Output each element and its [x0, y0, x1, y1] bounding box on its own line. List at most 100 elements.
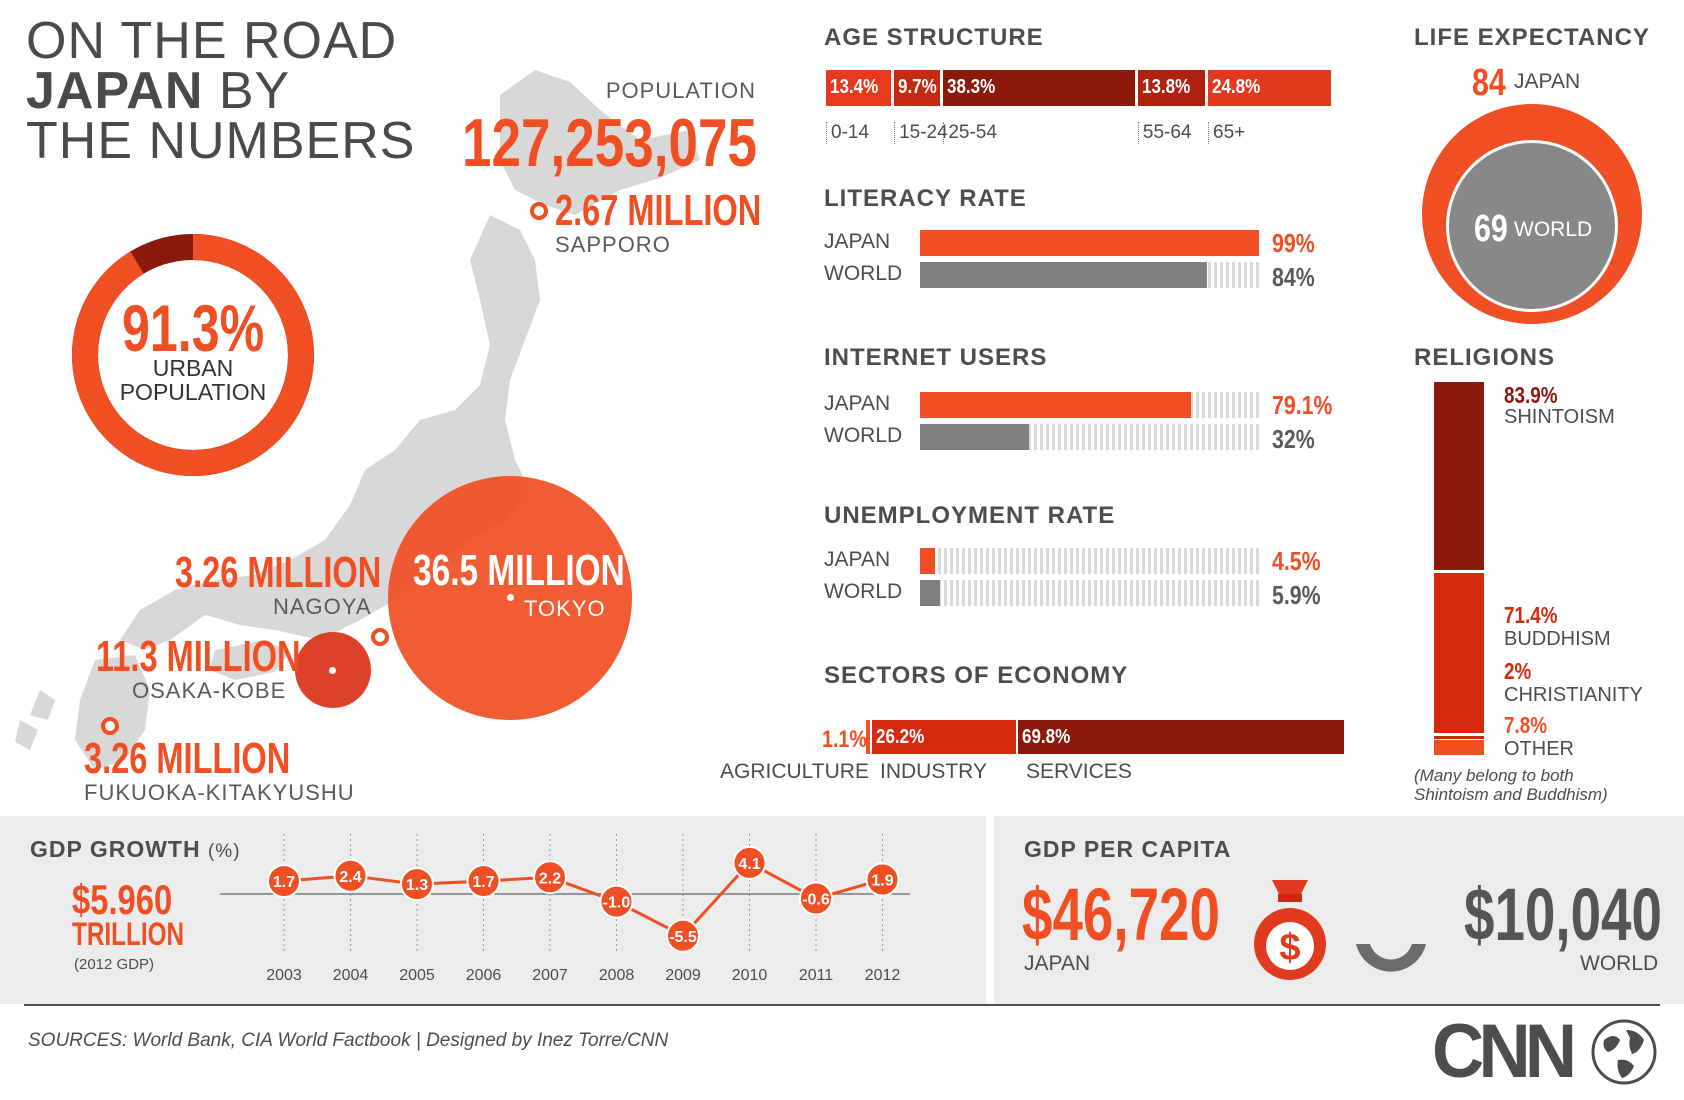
life-title: LIFE EXPECTANCY [1414, 24, 1650, 51]
gdp-point-marker [400, 867, 434, 902]
nagoya-name: NAGOYA [273, 594, 372, 619]
gdp-point: 1.3 [400, 867, 434, 902]
sapporo-marker [530, 202, 548, 220]
gdp-growth-line [283, 860, 883, 938]
title-line2: JAPAN BY [26, 65, 415, 117]
gdp-capita-title: GDP PER CAPITA [1024, 836, 1232, 862]
gdp-point-label: 1.9 [871, 873, 893, 890]
age-segment-pct: 13.4% [830, 76, 879, 98]
age-bar: 13.4% 9.7% 38.3% 13.8% 24.8% [826, 70, 1334, 106]
gdp-point-label: -0.6 [802, 892, 830, 909]
christianity-pct: 2% [1504, 658, 1532, 684]
other-pct: 7.8% [1504, 712, 1547, 738]
gdp-capita-world-label: WORLD [1580, 952, 1659, 975]
industry-pct: 26.2% [876, 726, 925, 748]
footer-sources: SOURCES: World Bank, CIA World Factbook … [28, 1030, 669, 1051]
unemployment-world-bar [920, 580, 1262, 606]
globe-icon [1591, 1019, 1657, 1085]
life-world-value: 69 [1474, 208, 1508, 250]
buddhism-name: BUDDHISM [1504, 628, 1611, 650]
age-range-label: 0-14 [826, 122, 869, 144]
literacy-title: LITERACY RATE [824, 185, 1027, 212]
other-name: OTHER [1504, 738, 1574, 760]
tokyo-name: TOKYO [524, 596, 606, 621]
fukuoka-marker [101, 717, 119, 735]
literacy-japan-bar [920, 230, 1262, 256]
gdp-year-tick: 2011 [799, 967, 834, 984]
gdp-year-tick: 2004 [333, 967, 369, 984]
cnn-logo: CNN [1432, 1009, 1577, 1094]
gdp-growth-unit: (%) [207, 841, 241, 862]
gdp-point-marker [333, 858, 368, 893]
unemployment-world-pct: 5.9% [1272, 580, 1321, 610]
sector-industry-bar: 26.2% [872, 720, 1016, 754]
gdp-point-marker [732, 845, 767, 880]
age-segment-65+: 24.8% [1208, 70, 1331, 106]
age-range-label: 55-64 [1137, 122, 1192, 144]
gdp-point-marker [533, 860, 567, 895]
gdp-point-label: 1.3 [406, 877, 428, 894]
gdp-capita-world-value: $10,040 [1464, 873, 1662, 956]
age-segment-55-64: 13.8% [1137, 70, 1205, 106]
internet-title: INTERNET USERS [824, 344, 1048, 371]
sector-agriculture-bar [866, 720, 870, 754]
urban-value: 91.3% [122, 291, 265, 365]
agriculture-name: AGRICULTURE [720, 760, 869, 783]
life-world-circle [1446, 140, 1618, 312]
gdp-year-tick: 2009 [665, 967, 701, 984]
shintoism-name: SHINTOISM [1504, 406, 1615, 428]
unemployment-japan-bar [920, 548, 1262, 574]
unemployment-japan-label: JAPAN [824, 548, 891, 571]
gdp-point-marker [799, 881, 833, 916]
industry-name: INDUSTRY [880, 760, 987, 783]
title-line3: THE NUMBERS [26, 112, 416, 170]
age-segment-pct: 13.8% [1141, 76, 1191, 98]
services-pct: 69.8% [1022, 726, 1071, 748]
fukuoka-value: 3.26 MILLION [84, 734, 291, 783]
title-japan: JAPAN [26, 62, 204, 120]
literacy-japan-label: JAPAN [824, 230, 891, 253]
gdp-point-marker [865, 862, 900, 897]
religions-note: (Many belong to both Shintoism and Buddh… [1414, 766, 1608, 804]
gdp-unit: TRILLION [72, 916, 185, 952]
gdp-point: -1.0 [599, 884, 634, 919]
life-world-label: WORLD [1514, 218, 1593, 241]
life-japan-value: 84 [1472, 62, 1506, 104]
osaka-name: OSAKA-KOBE [132, 678, 287, 703]
shintoism-pct: 83.9% [1504, 382, 1558, 408]
sector-services-bar: 69.8% [1018, 720, 1344, 754]
nagoya-value: 3.26 MILLION [175, 548, 382, 597]
gdp-value: $5.960 [72, 876, 173, 923]
age-segment-pct: 38.3% [947, 76, 996, 98]
literacy-world-fill [920, 262, 1208, 288]
footer-divider [24, 1004, 1660, 1006]
gdp-point-marker [267, 864, 301, 899]
literacy-japan-pct: 99% [1272, 228, 1315, 258]
gdp-point-marker [599, 884, 634, 919]
religions-bar [1434, 382, 1484, 758]
title-line1: ON THE ROAD [26, 12, 398, 70]
unemployment-title: UNEMPLOYMENT RATE [824, 502, 1116, 529]
main-title: ON THE ROAD JAPAN BY THE NUMBERS [26, 12, 416, 170]
nagoya-marker [371, 628, 389, 646]
internet-japan-label: JAPAN [824, 392, 891, 415]
agriculture-pct: 1.1% [822, 726, 867, 753]
gdp-point: 2.4 [333, 858, 368, 893]
literacy-world-label: WORLD [824, 262, 903, 285]
gdp-point-label: 2.2 [539, 870, 561, 887]
gdp-year-tick: 2005 [399, 967, 435, 984]
age-segment-15-24: 9.7% [894, 70, 941, 106]
gdp-point-label: -1.0 [603, 895, 631, 912]
age-title: AGE STRUCTURE [824, 24, 1044, 51]
gdp-year-tick: 2010 [732, 967, 768, 984]
gdp-point: 1.7 [267, 864, 301, 899]
gdp-point: 1.7 [466, 864, 501, 899]
gdp-point-label: 2.4 [339, 869, 361, 886]
gdp-point: 2.2 [533, 860, 567, 895]
urban-donut [72, 234, 314, 476]
population-label: POPULATION [605, 78, 756, 103]
gdp-point-label: 1.7 [273, 874, 295, 891]
religions-note-line2: Shintoism and Buddhism) [1414, 785, 1608, 804]
literacy-japan-fill [920, 230, 1259, 256]
religion-segment [1434, 735, 1484, 739]
